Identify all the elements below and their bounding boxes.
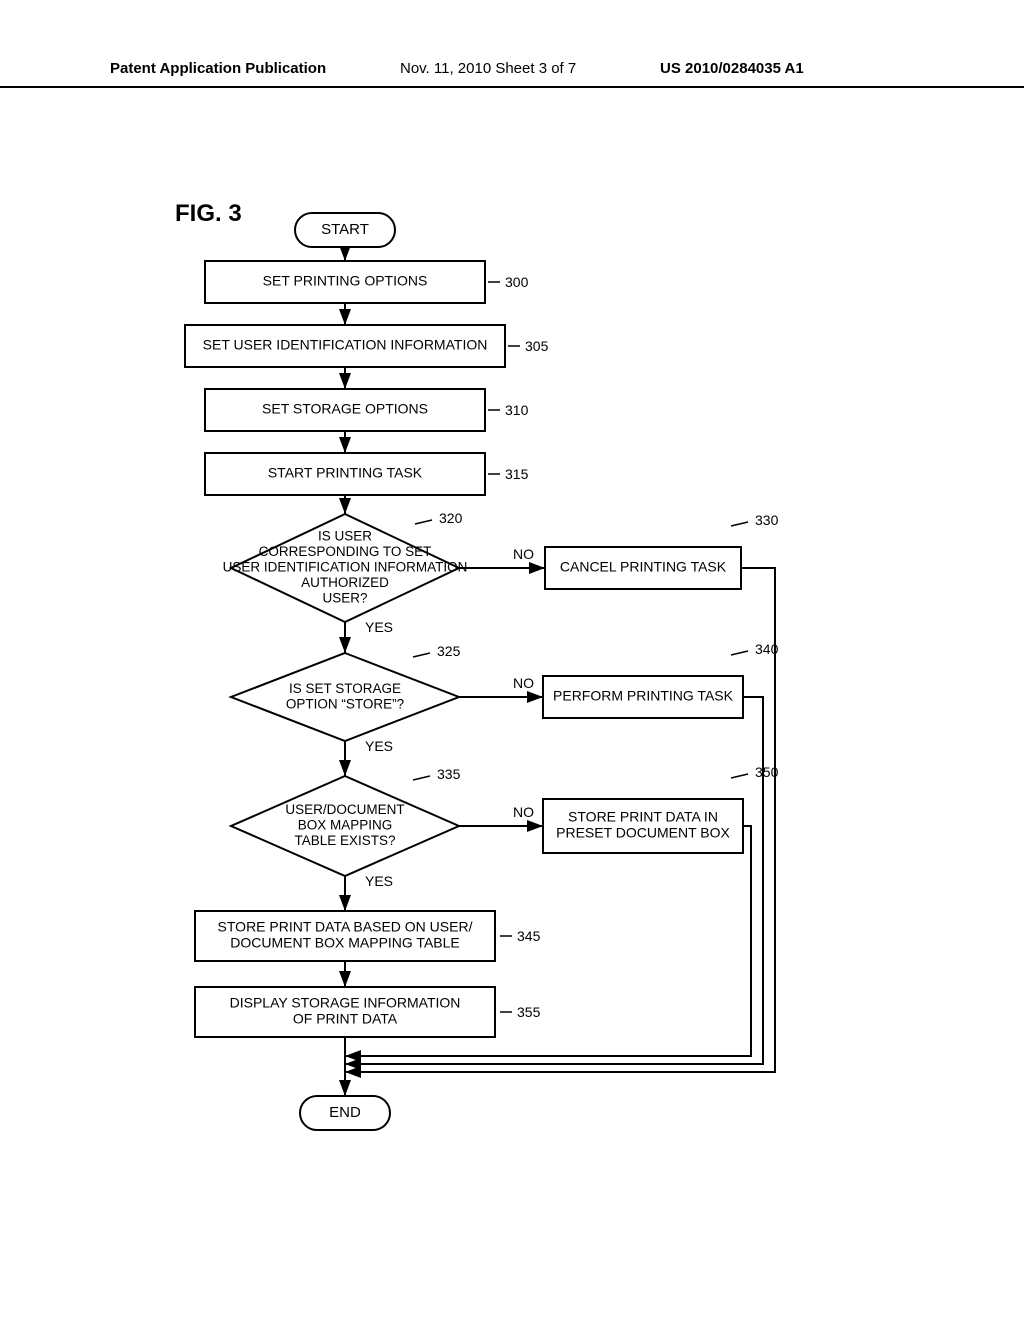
ref-label: 305: [525, 338, 549, 354]
no-label: NO: [513, 804, 534, 820]
node-text: STORE PRINT DATA BASED ON USER/: [218, 919, 473, 935]
ref-label: 310: [505, 402, 529, 418]
ref-label: 340: [755, 641, 779, 657]
node-text: USER/DOCUMENT: [285, 802, 404, 817]
node-text: START PRINTING TASK: [268, 465, 423, 481]
yes-label: YES: [365, 738, 393, 754]
node-text: DISPLAY STORAGE INFORMATION: [230, 995, 461, 1011]
node-text: CANCEL PRINTING TASK: [560, 559, 727, 575]
no-label: NO: [513, 546, 534, 562]
node-b6: DISPLAY STORAGE INFORMATIONOF PRINT DATA…: [195, 987, 541, 1037]
node-text: AUTHORIZED: [301, 575, 389, 590]
node-text: TABLE EXISTS?: [294, 833, 395, 848]
node-start: START: [295, 213, 395, 247]
node-text: END: [329, 1104, 361, 1121]
header-right: US 2010/0284035 A1: [660, 60, 804, 77]
page-header: Patent Application Publication Nov. 11, …: [0, 86, 1024, 114]
node-b5: STORE PRINT DATA BASED ON USER/DOCUMENT …: [195, 911, 541, 961]
node-text: SET PRINTING OPTIONS: [263, 273, 428, 289]
node-b3: SET STORAGE OPTIONS 310: [205, 389, 529, 431]
node-r3: STORE PRINT DATA INPRESET DOCUMENT BOX 35…: [543, 764, 779, 853]
node-text: IS SET STORAGE: [289, 681, 401, 696]
node-d3: USER/DOCUMENTBOX MAPPINGTABLE EXISTS? 335…: [231, 766, 534, 889]
node-text: USER IDENTIFICATION INFORMATION: [223, 560, 468, 575]
ref-label: 350: [755, 764, 779, 780]
node-text: OF PRINT DATA: [293, 1011, 398, 1027]
ref-label: 300: [505, 274, 529, 290]
yes-label: YES: [365, 619, 393, 635]
flowchart: START SET PRINTING OPTIONS 300 SET USER IDE…: [145, 210, 865, 1210]
node-b2: SET USER IDENTIFICATION INFORMATION 305: [185, 325, 549, 367]
header-left: Patent Application Publication: [110, 60, 326, 77]
node-text: OPTION “STORE”?: [286, 696, 404, 711]
node-text: PERFORM PRINTING TASK: [553, 688, 734, 704]
node-r2: PERFORM PRINTING TASK 340: [543, 641, 779, 718]
page: Patent Application Publication Nov. 11, …: [0, 0, 1024, 1320]
node-text: BOX MAPPING: [298, 818, 393, 833]
no-label: NO: [513, 675, 534, 691]
ref-label: 325: [437, 643, 461, 659]
node-d1: IS USERCORRESPONDING TO SETUSER IDENTIFI…: [223, 510, 534, 635]
ref-label: 315: [505, 466, 529, 482]
node-end: END: [300, 1096, 390, 1130]
node-text: DOCUMENT BOX MAPPING TABLE: [230, 935, 460, 951]
yes-label: YES: [365, 873, 393, 889]
node-text: STORE PRINT DATA IN: [568, 809, 718, 825]
node-text: CORRESPONDING TO SET: [259, 544, 432, 559]
ref-label: 335: [437, 766, 461, 782]
header-middle: Nov. 11, 2010 Sheet 3 of 7: [400, 60, 576, 77]
ref-label: 330: [755, 512, 779, 528]
node-d2: IS SET STORAGEOPTION “STORE”? 325 YES NO: [231, 643, 534, 754]
ref-label: 345: [517, 928, 541, 944]
ref-label: 355: [517, 1004, 541, 1020]
node-b4: START PRINTING TASK 315: [205, 453, 529, 495]
node-text: SET USER IDENTIFICATION INFORMATION: [203, 337, 488, 353]
node-text: USER?: [322, 591, 367, 606]
node-text: IS USER: [318, 529, 372, 544]
node-b1: SET PRINTING OPTIONS 300: [205, 261, 529, 303]
node-r1: CANCEL PRINTING TASK 330: [545, 512, 779, 589]
ref-label: 320: [439, 510, 463, 526]
node-text: START: [321, 221, 369, 238]
node-text: PRESET DOCUMENT BOX: [556, 825, 730, 841]
node-text: SET STORAGE OPTIONS: [262, 401, 428, 417]
